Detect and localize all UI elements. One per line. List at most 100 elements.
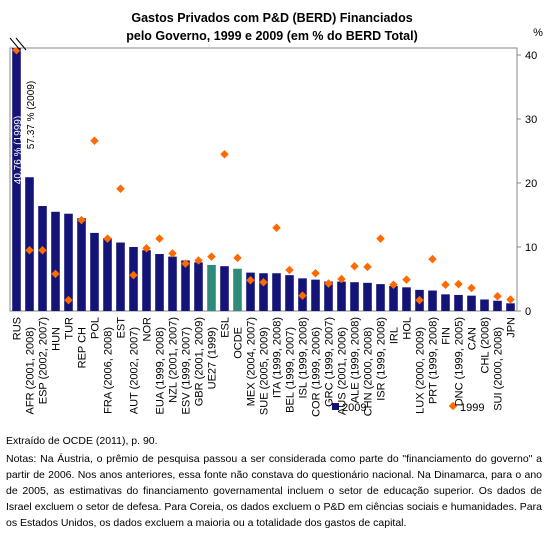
x-tick-label: ISR (1999, 2008) [376,317,388,401]
bar [181,260,190,311]
x-tick-label: DNC (1999, 2005) [454,317,466,406]
bar [77,218,86,311]
bar [285,275,294,311]
x-tick-label: ALE (1999, 2008) [350,317,362,403]
x-tick-label: NZL (2001, 2007) [168,317,180,403]
diamond [90,136,99,146]
y-tick-label: 40 [525,50,537,62]
chart: Gastos Privados com P&D (BERD) Financiad… [9,11,543,417]
bar [207,264,216,311]
diamond [207,252,216,261]
diamond [350,261,359,271]
legend-swatch [448,401,458,411]
y-tick-label: 20 [525,178,537,190]
bar [103,238,112,311]
x-tick-label: CAN [467,327,479,350]
x-tick-label: TUR [64,317,76,340]
x-tick-label: ESP (2002, 2007) [38,317,50,404]
bar [467,295,476,311]
bar [454,295,463,311]
x-tick-label: ISL (1999, 2008) [298,317,310,399]
bar [480,299,489,311]
diamond [389,280,398,290]
legend-label: 1999 [460,402,484,414]
diamond [441,280,450,290]
bar [324,281,333,311]
bar [220,266,229,311]
x-tick-label: HOL [402,317,414,340]
diamond [155,234,164,243]
x-tick-label: GRC (1999, 2007) [324,317,336,407]
legend-swatch [332,403,339,410]
bar [51,211,60,311]
diamond [168,249,177,258]
bar [506,303,515,311]
y-axis-label: % [533,27,543,39]
source: Extraído de OCDE (2011), p. 90. [6,435,158,447]
diamond [77,215,86,225]
diamond [64,295,73,305]
y-tick-label: 0 [525,306,531,318]
x-tick-label: IRL [389,327,401,344]
y-tick-label: 10 [525,242,537,254]
diamond [142,244,151,253]
x-tick-label: HUN [51,327,63,351]
bar [363,282,372,311]
x-tick-label: RUS [12,317,24,340]
diamond [402,275,411,284]
chart-subtitle: pelo Governo, 1999 e 2009 (em % do BERD … [126,29,418,43]
diamond [311,268,320,278]
y-tick-label: 30 [525,114,537,126]
diamond [298,291,307,300]
axis-break [15,37,27,51]
diamond [415,295,424,305]
annotation: 57.37 % (2009) [26,81,37,149]
bar [116,242,125,311]
bar [64,213,73,311]
x-tick-label: PRT (1999, 2008) [428,317,440,404]
x-tick-label: AFR (2001, 2008) [25,327,37,414]
diamond [363,262,372,272]
bar [441,294,450,311]
x-tick-label: NOR [142,317,154,342]
x-tick-label: FRA (2006, 2008) [103,327,115,414]
diamond [259,277,268,287]
diamond [337,274,346,284]
bar [233,268,242,311]
x-tick-label: POL [90,317,102,339]
diamond [324,279,333,288]
bar [389,286,398,311]
x-tick-label: OCDE [233,327,245,359]
diamond [38,245,47,255]
marks [12,48,515,311]
bar [402,287,411,311]
diamond [376,234,385,243]
bar [25,177,34,311]
x-tick-label: JPN [506,317,518,338]
x-tick-label: REP CH [77,327,89,368]
chart-title: Gastos Privados com P&D (BERD) Financiad… [131,11,412,25]
x-tick-label: CHN (2000, 2008) [363,327,375,416]
diamond [454,279,463,289]
x-tick-label: EST [116,317,128,339]
diamond [246,276,255,285]
x-tick-label: EUA (1999, 2008) [155,327,167,414]
plot-frame [9,47,518,312]
bar [272,273,281,311]
bar [155,254,164,311]
bar [12,48,21,311]
bar [493,300,502,311]
axis-break [9,37,21,51]
diamond [506,295,515,304]
legend-label: 2009 [342,402,366,414]
bar [259,273,268,311]
diamond [116,184,125,194]
diamond [285,265,294,275]
diamond [428,254,437,264]
x-tick-label: GBR (2001, 2009) [194,317,206,406]
x-tick-label: COR (1999, 2006) [311,327,323,417]
x-tick-label: BEL (1999, 2007) [285,327,297,413]
x-tick-label: LUX (2000, 2009) [415,327,427,414]
x-tick-label: UE27 (1999) [207,327,219,389]
